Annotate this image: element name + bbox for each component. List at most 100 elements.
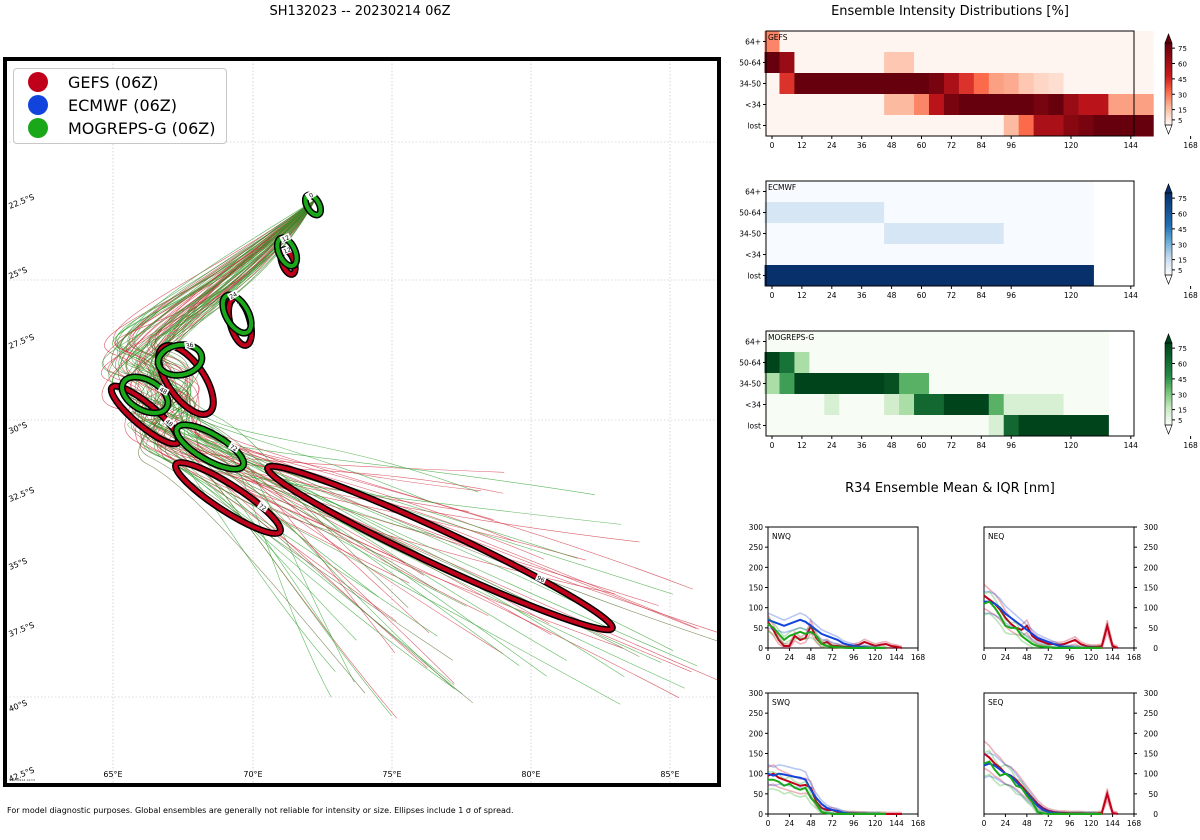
heatmap-cell <box>1003 73 1020 95</box>
heatmap-cell <box>1138 31 1154 53</box>
heatmap-cell <box>1018 265 1035 287</box>
heatmap-cell <box>973 265 990 287</box>
heatmap-cell <box>1003 352 1020 374</box>
colorbar-segment <box>1165 345 1172 348</box>
heatmap-cell <box>1033 94 1050 116</box>
heatmap-cell <box>988 394 1005 416</box>
heatmap-cell <box>1018 394 1035 416</box>
ellipse-label-bg <box>304 189 318 201</box>
y-tick-label: 0 <box>758 810 763 819</box>
heatmap-cell <box>809 373 825 395</box>
colorbar-segment <box>1165 396 1172 399</box>
heatmap-cell <box>988 181 1005 203</box>
heatmap-cell <box>1138 115 1154 137</box>
colorbar-segment <box>1165 270 1172 274</box>
x-tick-label: 24 <box>785 653 795 662</box>
colorbar-segment <box>1165 264 1172 268</box>
heatmap-cell <box>839 31 855 53</box>
heatmap-cell <box>764 52 780 74</box>
heatmap-cell <box>764 331 780 353</box>
heatmap-cell <box>973 352 990 374</box>
heatmap-cell <box>899 52 915 74</box>
ellipse-hour-label: 48 <box>164 418 174 428</box>
heatmap-cell <box>809 223 825 245</box>
heatmap-cell <box>824 115 840 137</box>
heatmap-cell <box>914 181 930 203</box>
heatmap-cell <box>794 352 810 374</box>
y-tick-label: 50 <box>753 624 763 633</box>
mean-line-mogreps-g <box>767 623 886 649</box>
x-tick-label: 72 <box>1044 819 1054 828</box>
heatmap-cell <box>914 394 930 416</box>
r34-panel-swq: 0 50 100 150 200 250 300 0 24 48 72 96 120 144 168 SWQ <box>749 689 926 828</box>
colorbar: 75 60 45 30 15 5 <box>1164 183 1187 285</box>
heatmap-cell <box>928 115 945 137</box>
heatmap-cell <box>809 52 825 74</box>
colorbar: 75 60 45 30 15 5 <box>1164 33 1187 135</box>
heatmap-cell <box>839 352 855 374</box>
colorbar-segment <box>1165 209 1172 212</box>
colorbar-segment <box>1165 363 1172 366</box>
colorbar-tick-label: 30 <box>1178 391 1187 399</box>
heatmap-cell <box>973 415 990 437</box>
heatmap-cell <box>958 415 975 437</box>
heatmap-cell <box>928 331 945 353</box>
lat-label: 25°S <box>7 265 28 281</box>
colorbar-segment <box>1165 77 1172 81</box>
heatmap-x-tick-label: 24 <box>827 141 837 150</box>
heatmap-cell <box>779 352 795 374</box>
heatmap-cell <box>973 223 990 245</box>
colorbar-segment <box>1165 53 1172 56</box>
y-tick-label: 50 <box>1148 624 1158 633</box>
heatmap-cell <box>928 394 945 416</box>
heatmap-cell <box>809 244 825 266</box>
heatmap-cell <box>1048 94 1065 116</box>
colorbar-segment <box>1165 260 1172 264</box>
iqr-line-ecmwf <box>767 763 881 814</box>
heatmap-cell <box>809 331 825 353</box>
x-tick-label: 0 <box>766 653 771 662</box>
heatmap-cell <box>839 94 855 116</box>
heatmap-cell <box>824 352 840 374</box>
heatmap-row-label: 34-50 <box>739 80 761 89</box>
colorbar-segment <box>1165 388 1172 391</box>
lat-label: 30°S <box>7 420 28 436</box>
colorbar-segment <box>1165 369 1172 373</box>
x-tick-label: 144 <box>1105 653 1120 662</box>
heatmap-cell <box>1033 31 1050 53</box>
heatmap-x-tick-label: 144 <box>1124 441 1139 450</box>
heatmap-cell <box>824 415 840 437</box>
heatmap-cell <box>914 31 930 53</box>
ellipse-body <box>220 293 254 335</box>
heatmap-cell <box>869 415 885 437</box>
colorbar-segment <box>1165 400 1172 403</box>
heatmap-row-label: 64+ <box>745 188 761 197</box>
heatmap-row-label: 50-64 <box>739 359 761 368</box>
heatmap-cell <box>1078 352 1094 374</box>
lat-label: 22.5°S <box>7 192 35 210</box>
mogreps-marker-icon <box>28 118 48 138</box>
ellipse-label-bg <box>227 441 240 453</box>
colorbar-segment <box>1165 414 1172 418</box>
heatmap-cell <box>1033 202 1050 224</box>
heatmap-cell <box>869 244 885 266</box>
heatmap-cell <box>869 115 885 137</box>
heatmap-cell <box>839 73 855 95</box>
heatmap-cell <box>779 31 795 53</box>
ellipse-body <box>109 384 181 446</box>
colorbar-tick-label: 60 <box>1178 211 1187 219</box>
y-tick-label: 200 <box>1144 729 1159 738</box>
colorbar-segment <box>1165 398 1172 401</box>
heatmap-cell <box>943 115 960 137</box>
heatmap-cell <box>943 415 960 437</box>
heatmap-cell <box>1123 52 1139 74</box>
legend-item-mogreps: MOGREPS-G (06Z) <box>28 117 215 139</box>
heatmap-cell <box>928 31 945 53</box>
heatmap-cell <box>824 181 840 203</box>
heatmap-cell <box>899 73 915 95</box>
heatmap-cell <box>1033 223 1050 245</box>
heatmap-cell <box>914 52 930 74</box>
colorbar-segment <box>1165 258 1172 262</box>
colorbar-segment <box>1165 375 1172 379</box>
heatmap-cell <box>884 73 900 95</box>
